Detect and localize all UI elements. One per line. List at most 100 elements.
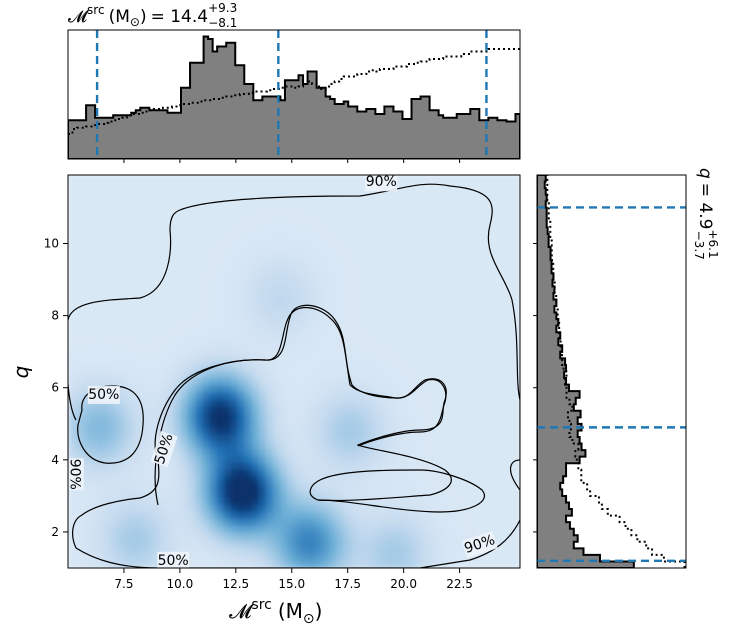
contour-label-text: 90%: [67, 459, 83, 490]
heatmap-cell: [407, 266, 415, 274]
heatmap-cell: [294, 392, 302, 401]
heatmap-cell: [166, 539, 175, 548]
heatmap-cell: [75, 497, 83, 506]
heatmap-cell: [223, 378, 232, 387]
heatmap-cell: [484, 329, 493, 338]
heatmap-cell: [279, 406, 288, 415]
contour-label-bg: [157, 551, 190, 568]
heatmap-cell: [188, 469, 196, 478]
heatmap-cell: [166, 357, 175, 366]
heatmap-cell: [308, 476, 316, 485]
heatmap-cell: [117, 392, 126, 401]
heatmap-cell: [258, 210, 267, 218]
heatmap-cell: [152, 518, 161, 527]
heatmap-cell: [181, 252, 189, 260]
heatmap-cell: [414, 476, 422, 485]
heatmap-cell: [89, 329, 97, 338]
heatmap-cell: [294, 266, 302, 274]
heatmap-cell: [258, 294, 267, 302]
heatmap-cell: [223, 434, 232, 443]
heatmap-cell: [152, 357, 161, 366]
heatmap-cell: [166, 385, 175, 394]
heatmap-cell: [336, 413, 345, 422]
heatmap-cell: [138, 497, 147, 506]
heatmap-cell: [301, 476, 309, 485]
heatmap-cell: [138, 182, 147, 190]
heatmap-cell: [82, 210, 90, 218]
heatmap-cell: [407, 210, 415, 218]
heatmap-cell: [308, 504, 316, 513]
heatmap-cell: [442, 273, 450, 281]
heatmap-cell: [103, 378, 111, 387]
heatmap-cell: [463, 476, 472, 485]
heatmap-cell: [322, 287, 330, 295]
heatmap-cell: [428, 385, 436, 394]
heatmap-cell: [181, 483, 189, 492]
heatmap-cell: [124, 343, 133, 352]
heatmap-cell: [470, 504, 479, 513]
heatmap-cell: [202, 462, 210, 471]
heatmap-cell: [301, 427, 309, 436]
heatmap-cell: [265, 532, 274, 541]
heatmap-cell: [279, 322, 288, 330]
heatmap-cell: [216, 469, 224, 478]
heatmap-cell: [421, 350, 429, 359]
heatmap-cell: [265, 294, 274, 302]
heatmap-cell: [364, 245, 373, 253]
heatmap-cell: [512, 469, 520, 478]
heatmap-cell: [399, 434, 408, 443]
heatmap-cell: [68, 399, 76, 408]
heatmap-cell: [96, 231, 104, 239]
heatmap-cell: [265, 511, 274, 520]
heatmap-cell: [188, 546, 196, 555]
heatmap-cell: [279, 490, 288, 499]
heatmap-cell: [251, 336, 260, 345]
heatmap-cell: [103, 182, 111, 190]
heatmap-cell: [272, 182, 281, 190]
heatmap-cell: [336, 175, 345, 183]
heatmap-cell: [301, 280, 309, 288]
heatmap-cell: [414, 518, 422, 527]
heatmap-cell: [195, 266, 203, 274]
heatmap-cell: [265, 217, 274, 225]
heatmap-cell: [216, 294, 224, 302]
heatmap-cell: [414, 238, 422, 246]
heatmap-cell: [357, 259, 366, 267]
heatmap-cell: [463, 371, 472, 380]
heatmap-cell: [124, 182, 133, 190]
heatmap-cell: [89, 252, 97, 260]
heatmap-cell: [456, 336, 465, 345]
heatmap-cell: [421, 497, 429, 506]
heatmap-cell: [251, 210, 260, 218]
heatmap-cell: [75, 245, 83, 253]
heatmap-cell: [166, 371, 175, 380]
heatmap-cell: [188, 273, 196, 281]
heatmap-cell: [181, 546, 189, 555]
heatmap-cell: [456, 273, 465, 281]
heatmap-cell: [145, 322, 154, 330]
heatmap-cell: [265, 266, 274, 274]
heatmap-cell: [315, 259, 323, 267]
heatmap-cell: [145, 196, 154, 204]
heatmap-cell: [385, 434, 394, 443]
heatmap-cell: [407, 350, 415, 359]
heatmap-cell: [216, 266, 224, 274]
heatmap-cell: [89, 217, 97, 225]
heatmap-cell: [329, 504, 337, 513]
heatmap-cell: [181, 420, 189, 429]
heatmap-cell: [477, 518, 486, 527]
heatmap-cell: [449, 280, 458, 288]
heatmap-cell: [223, 420, 232, 429]
heatmap-cell: [124, 189, 133, 197]
heatmap-cell: [124, 196, 133, 204]
heatmap-cell: [96, 420, 104, 429]
heatmap-cell: [251, 245, 260, 253]
heatmap-cell: [498, 315, 507, 323]
heatmap-cell: [378, 476, 387, 485]
heatmap-cell: [385, 287, 394, 295]
heatmap-cell: [82, 455, 90, 464]
heatmap-cell: [414, 560, 422, 568]
heatmap-cell: [357, 175, 366, 183]
heatmap-cell: [209, 287, 217, 295]
heatmap-cell: [89, 469, 97, 478]
